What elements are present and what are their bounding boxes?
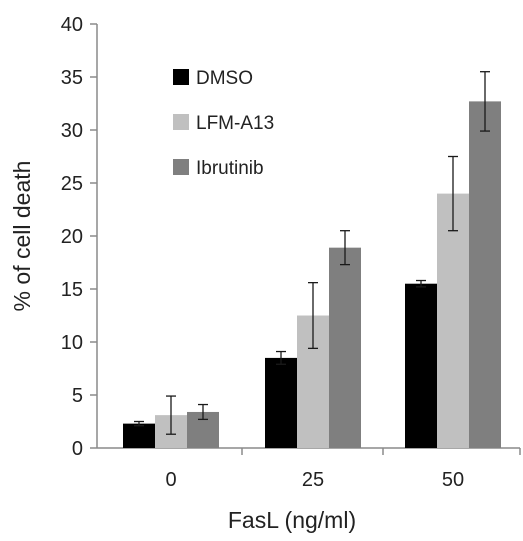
legend-label: LFM-A13 bbox=[196, 113, 274, 134]
bar-dmso bbox=[123, 423, 155, 448]
y-tick-label: 20 bbox=[61, 226, 83, 248]
bar-lfm-a13 bbox=[437, 193, 469, 448]
x-tick-label: 25 bbox=[302, 469, 324, 491]
bar-dmso bbox=[265, 357, 297, 448]
y-tick-label: 30 bbox=[61, 120, 83, 142]
y-tick-label: 35 bbox=[61, 67, 83, 89]
y-tick-label: 15 bbox=[61, 279, 83, 301]
y-axis-title: % of cell death bbox=[9, 161, 35, 312]
bar-dmso bbox=[405, 283, 437, 448]
x-axis-title: FasL (ng/ml) bbox=[228, 507, 356, 533]
legend-swatch bbox=[173, 69, 189, 85]
bar-ibrutinib bbox=[329, 247, 361, 448]
y-tick-label: 0 bbox=[72, 438, 83, 460]
y-tick-label: 25 bbox=[61, 173, 83, 195]
legend-label: Ibrutinib bbox=[196, 158, 264, 179]
y-tick-label: 10 bbox=[61, 332, 83, 354]
legend-swatch bbox=[173, 114, 189, 130]
bar-ibrutinib bbox=[469, 101, 501, 448]
y-tick-label: 40 bbox=[61, 14, 83, 36]
plot-area: 0 5 10 15 20 25 30 35 40 0 25 50 DMSO LFM-A13 Ibrutini… bbox=[61, 14, 521, 491]
x-tick-label: 0 bbox=[165, 469, 176, 491]
legend-label: DMSO bbox=[196, 68, 253, 89]
legend-swatch bbox=[173, 159, 189, 175]
y-tick-label: 5 bbox=[72, 385, 83, 407]
x-tick-label: 50 bbox=[442, 469, 464, 491]
